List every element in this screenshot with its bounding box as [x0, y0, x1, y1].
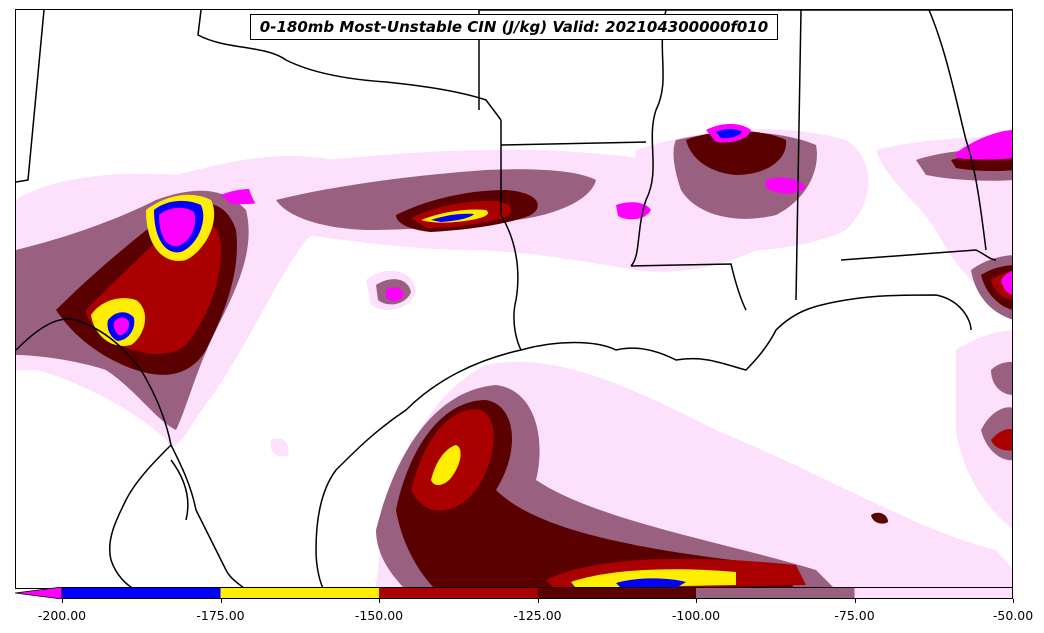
tx-pink-blob [270, 438, 289, 457]
ms-magenta-region-2 [766, 177, 806, 194]
gulf-darkred-region [396, 400, 795, 588]
map-panel [15, 9, 1013, 589]
east-red-region [991, 429, 1012, 451]
colorbar-tick-label: -150.00 [354, 608, 404, 623]
mexico-state-border [108, 444, 172, 588]
gulf-yellow-region [431, 445, 461, 486]
oklahoma-texas-border [197, 10, 502, 121]
band-blue-region [431, 213, 474, 222]
map-borders [16, 10, 1012, 588]
colorbar-tick-label: -200.00 [37, 608, 87, 623]
gulf-coast-texas [315, 349, 522, 588]
gulf-coast-louisiana [520, 294, 972, 371]
colorbar-bin [854, 587, 1013, 599]
ms-al-cin-field [616, 124, 869, 252]
colorbar-bin [696, 587, 855, 599]
colorbar-extend-low [15, 587, 63, 599]
colorbar-tick-label: -100.00 [671, 608, 721, 623]
colorbar-tick-mark [537, 599, 539, 603]
colorbar-tick-mark [1013, 599, 1014, 603]
colorbar-bin [62, 587, 221, 599]
rio-grande-border [16, 318, 245, 588]
colorbar-bin [379, 587, 538, 599]
texas-louisiana-border [500, 214, 522, 351]
georgia-cin-field [876, 130, 1012, 320]
west-texas-cin-field [16, 155, 345, 447]
wtx-magenta-region-s [113, 317, 130, 336]
central-magenta-blob [386, 287, 404, 302]
colorbar-tick-label: -175.00 [196, 608, 245, 623]
mississippi-alabama-border [795, 10, 802, 301]
colorbar-bin [220, 587, 380, 599]
ga-magenta-south [1001, 270, 1012, 295]
colorbar-tick-mark [220, 599, 222, 603]
map-canvas [16, 10, 1012, 588]
colorbar-tick-mark [696, 599, 697, 603]
colorbar-tick-mark [62, 599, 63, 603]
map-title: 0-180mb Most-Unstable CIN (J/kg) Valid: … [250, 14, 778, 40]
colorbar-tick-label: -125.00 [513, 608, 562, 623]
se-darkred-blob [871, 512, 888, 524]
central-small-features [270, 270, 888, 524]
colorbar-tick-mark [854, 599, 856, 603]
louisiana-mississippi-border [630, 263, 747, 311]
state-border-west-texas [16, 10, 45, 183]
east-mauve-upper [991, 361, 1012, 395]
colorbar-tick-label: -75.00 [834, 608, 875, 623]
wtx-magenta-region-n [159, 207, 196, 247]
ms-darkred-region [686, 131, 787, 175]
colorbar [15, 587, 1013, 599]
ms-blue-region [716, 129, 742, 139]
colorbar-border [61, 587, 1013, 599]
gulf-cin-field [376, 361, 1012, 588]
colorbar-bin [537, 587, 697, 599]
gulf-blue-south [616, 578, 686, 588]
georgia-border [928, 10, 987, 251]
mexico-state-border-2 [170, 459, 189, 521]
colorbar-tick-mark [379, 599, 380, 603]
colorbar-tick-label: -50.00 [992, 608, 1034, 623]
east-gulf-cin-field [956, 330, 1012, 529]
mississippi-river [630, 10, 667, 267]
arkansas-louisiana-border [500, 141, 647, 146]
alabama-florida-border [840, 249, 997, 261]
